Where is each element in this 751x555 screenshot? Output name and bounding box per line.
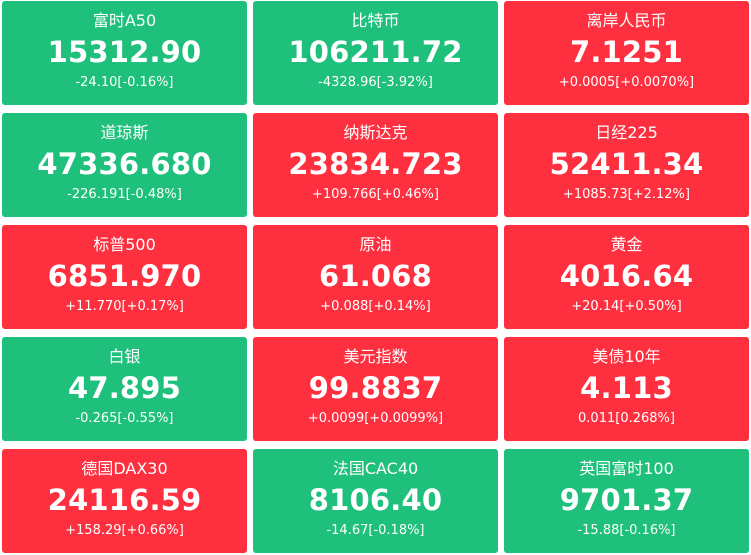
quote-change: +0.088[+0.14%] [320, 299, 431, 314]
quote-price: 47.895 [67, 371, 182, 405]
quote-card-ftse-100[interactable]: 英国富时100 9701.37 -15.88[-0.16%] [504, 449, 749, 553]
quote-change: -226.191[-0.48%] [67, 187, 182, 202]
quote-card-silver[interactable]: 白银 47.895 -0.265[-0.55%] [2, 337, 247, 441]
quote-card-nikkei-225[interactable]: 日经225 52411.34 +1085.73[+2.12%] [504, 113, 749, 217]
quote-card-nasdaq[interactable]: 纳斯达克 23834.723 +109.766[+0.46%] [253, 113, 498, 217]
quote-price: 8106.40 [308, 483, 443, 517]
quote-name: 美债10年 [592, 347, 661, 366]
quote-change: +11.770[+0.17%] [65, 299, 184, 314]
quote-price: 106211.72 [288, 35, 463, 69]
quote-name: 德国DAX30 [81, 459, 168, 478]
quote-card-cac-40[interactable]: 法国CAC40 8106.40 -14.67[-0.18%] [253, 449, 498, 553]
quote-card-ftse-china-a50[interactable]: 富时A50 15312.90 -24.10[-0.16%] [2, 1, 247, 105]
quote-name: 原油 [359, 235, 392, 254]
quote-price: 24116.59 [47, 483, 202, 517]
quote-change: +0.0099[+0.0099%] [307, 411, 444, 426]
quote-card-us-10y-treasury[interactable]: 美债10年 4.113 0.011[0.268%] [504, 337, 749, 441]
quote-price: 52411.34 [549, 147, 704, 181]
quote-price: 9701.37 [559, 483, 694, 517]
quote-change: 0.011[0.268%] [578, 411, 675, 426]
quote-price: 99.8837 [308, 371, 443, 405]
quote-change: -15.88[-0.16%] [577, 523, 676, 538]
quote-change: +1085.73[+2.12%] [563, 187, 690, 202]
quote-price: 23834.723 [288, 147, 463, 181]
quote-change: +109.766[+0.46%] [312, 187, 439, 202]
quote-price: 4016.64 [559, 259, 694, 293]
quote-card-gold[interactable]: 黄金 4016.64 +20.14[+0.50%] [504, 225, 749, 329]
quote-price: 47336.680 [37, 147, 212, 181]
quote-change: -24.10[-0.16%] [75, 75, 174, 90]
quote-name: 英国富时100 [579, 459, 674, 478]
quote-change: +0.0005[+0.0070%] [558, 75, 695, 90]
quote-name: 黄金 [610, 235, 643, 254]
quote-change: +158.29[+0.66%] [65, 523, 184, 538]
quote-name: 日经225 [595, 123, 658, 142]
quote-name: 富时A50 [92, 11, 157, 30]
quote-card-us-dollar-index[interactable]: 美元指数 99.8837 +0.0099[+0.0099%] [253, 337, 498, 441]
quote-price: 61.068 [318, 259, 433, 293]
quote-name: 美元指数 [343, 347, 408, 366]
quote-price: 6851.970 [47, 259, 202, 293]
quote-price: 7.1251 [569, 35, 684, 69]
quote-name: 离岸人民币 [586, 11, 667, 30]
quote-change: -0.265[-0.55%] [75, 411, 174, 426]
quote-name: 纳斯达克 [343, 123, 408, 142]
quote-change: -4328.96[-3.92%] [318, 75, 433, 90]
quote-card-dow-jones[interactable]: 道琼斯 47336.680 -226.191[-0.48%] [2, 113, 247, 217]
quote-price: 15312.90 [47, 35, 202, 69]
quote-card-crude-oil[interactable]: 原油 61.068 +0.088[+0.14%] [253, 225, 498, 329]
quote-name: 白银 [108, 347, 141, 366]
quote-name: 标普500 [93, 235, 156, 254]
quote-price: 4.113 [580, 371, 673, 405]
quote-change: +20.14[+0.50%] [571, 299, 682, 314]
quote-name: 法国CAC40 [332, 459, 419, 478]
quote-card-offshore-rmb[interactable]: 离岸人民币 7.1251 +0.0005[+0.0070%] [504, 1, 749, 105]
quote-card-sp-500[interactable]: 标普500 6851.970 +11.770[+0.17%] [2, 225, 247, 329]
quote-card-bitcoin[interactable]: 比特币 106211.72 -4328.96[-3.92%] [253, 1, 498, 105]
quote-card-dax-30[interactable]: 德国DAX30 24116.59 +158.29[+0.66%] [2, 449, 247, 553]
quote-name: 比特币 [351, 11, 400, 30]
quote-change: -14.67[-0.18%] [326, 523, 425, 538]
quote-name: 道琼斯 [100, 123, 149, 142]
